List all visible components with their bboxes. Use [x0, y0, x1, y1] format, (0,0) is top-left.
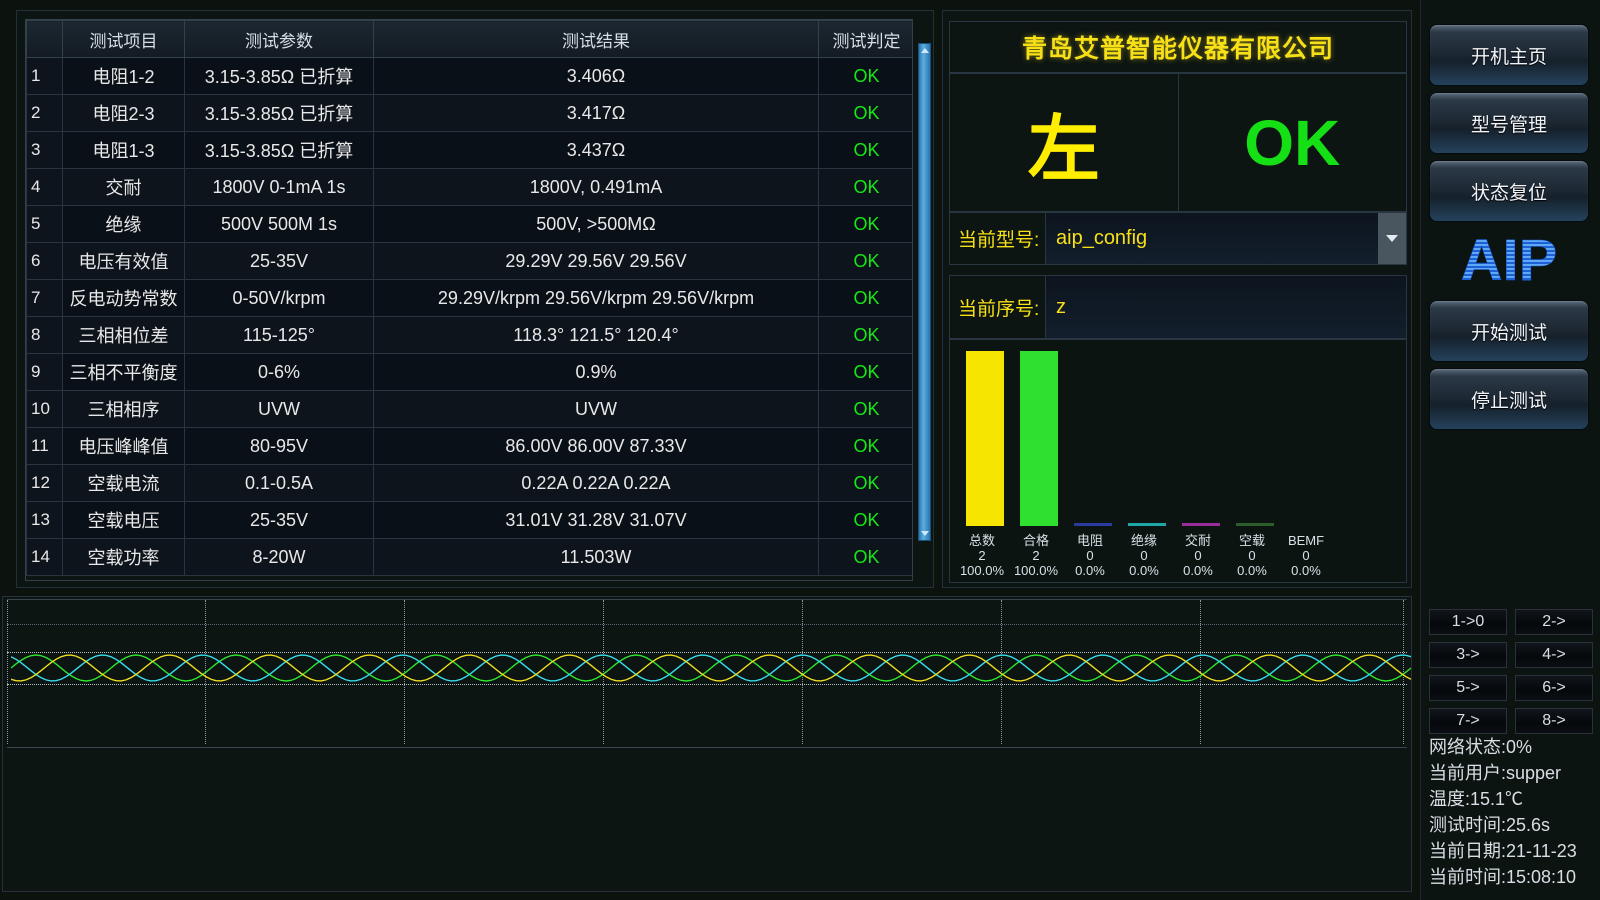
svg-text:AIP: AIP [1461, 228, 1558, 293]
